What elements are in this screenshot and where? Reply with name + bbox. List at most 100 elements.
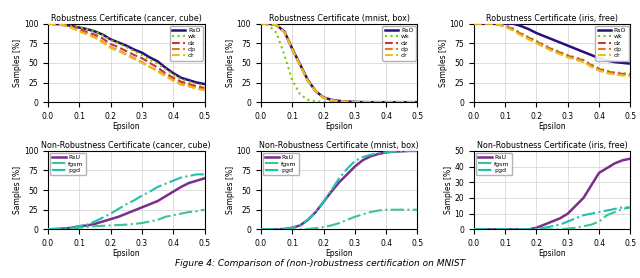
RsU	[595, 171, 603, 175]
fgsm	[304, 227, 312, 231]
pgd	[501, 228, 509, 231]
fgsm	[312, 227, 319, 230]
fgsm	[201, 208, 209, 211]
dp	[532, 41, 540, 44]
dz	[398, 100, 406, 104]
dr	[398, 100, 406, 104]
fgsm	[52, 227, 60, 231]
Line: RsO: RsO	[48, 24, 205, 84]
dr	[532, 42, 540, 45]
Line: fgsm: fgsm	[261, 210, 417, 229]
dz	[517, 32, 525, 36]
RsU	[611, 162, 619, 165]
dr	[273, 24, 280, 27]
Legend: RsU, fgsm, pgd: RsU, fgsm, pgd	[263, 153, 299, 175]
dp	[265, 22, 273, 25]
wk	[406, 100, 413, 104]
wk	[289, 78, 296, 82]
RsO	[320, 96, 328, 99]
dp	[115, 49, 122, 52]
Line: dz: dz	[261, 24, 417, 102]
dr	[312, 90, 319, 93]
pgd	[413, 149, 421, 153]
pgd	[532, 227, 540, 230]
X-axis label: Epsilon: Epsilon	[113, 122, 140, 131]
dp	[131, 56, 138, 60]
RsU	[335, 181, 343, 184]
fgsm	[91, 225, 99, 228]
dr	[320, 96, 328, 100]
pgd	[138, 194, 146, 197]
dz	[52, 23, 60, 26]
Line: RsU: RsU	[474, 159, 630, 229]
dz	[595, 68, 603, 71]
fgsm	[351, 215, 358, 219]
dz	[328, 98, 335, 102]
dz	[588, 64, 595, 67]
fgsm	[320, 225, 328, 229]
dr	[382, 100, 390, 104]
fgsm	[406, 208, 413, 211]
Line: dz: dz	[474, 24, 630, 75]
RsO	[138, 51, 146, 54]
dp	[44, 22, 52, 25]
wk	[122, 46, 130, 49]
RsO	[273, 24, 280, 27]
dr	[335, 100, 343, 103]
dr	[611, 73, 619, 76]
dz	[312, 90, 319, 93]
fgsm	[185, 210, 193, 214]
pgd	[619, 206, 627, 209]
Y-axis label: Samples [%]: Samples [%]	[439, 39, 448, 87]
wk	[580, 58, 588, 61]
RsU	[193, 179, 200, 182]
pgd	[627, 206, 634, 209]
fgsm	[595, 220, 603, 223]
RsO	[374, 100, 382, 104]
fgsm	[115, 223, 122, 227]
Line: pgd: pgd	[261, 151, 417, 229]
dz	[406, 100, 413, 104]
dp	[374, 100, 382, 104]
wk	[382, 100, 390, 104]
pgd	[201, 173, 209, 176]
fgsm	[161, 215, 169, 219]
dz	[359, 100, 367, 104]
dp	[359, 100, 367, 104]
dz	[265, 22, 273, 25]
wk	[265, 24, 273, 27]
RsU	[619, 158, 627, 162]
pgd	[367, 153, 374, 157]
RsO	[627, 62, 634, 65]
dr	[138, 61, 146, 64]
Line: fgsm: fgsm	[474, 207, 630, 229]
fgsm	[328, 224, 335, 227]
wk	[280, 53, 288, 57]
dp	[280, 31, 288, 34]
fgsm	[146, 220, 154, 223]
Y-axis label: Samples [%]: Samples [%]	[227, 166, 236, 214]
RsU	[304, 218, 312, 222]
RsU	[60, 227, 67, 230]
RsO	[478, 22, 486, 25]
pgd	[390, 150, 398, 153]
dp	[60, 24, 67, 27]
dz	[556, 51, 564, 54]
dp	[99, 40, 107, 43]
RsO	[603, 59, 611, 62]
fgsm	[154, 218, 161, 222]
fgsm	[532, 228, 540, 231]
X-axis label: Epsilon: Epsilon	[325, 122, 353, 131]
RsO	[177, 76, 185, 80]
dz	[572, 56, 579, 60]
wk	[619, 71, 627, 75]
dp	[138, 60, 146, 64]
dp	[320, 96, 328, 100]
dz	[161, 71, 169, 75]
wk	[115, 42, 122, 45]
dz	[131, 53, 138, 57]
fgsm	[627, 206, 634, 209]
RsU	[312, 210, 319, 214]
dp	[382, 100, 390, 104]
dr	[580, 60, 588, 64]
